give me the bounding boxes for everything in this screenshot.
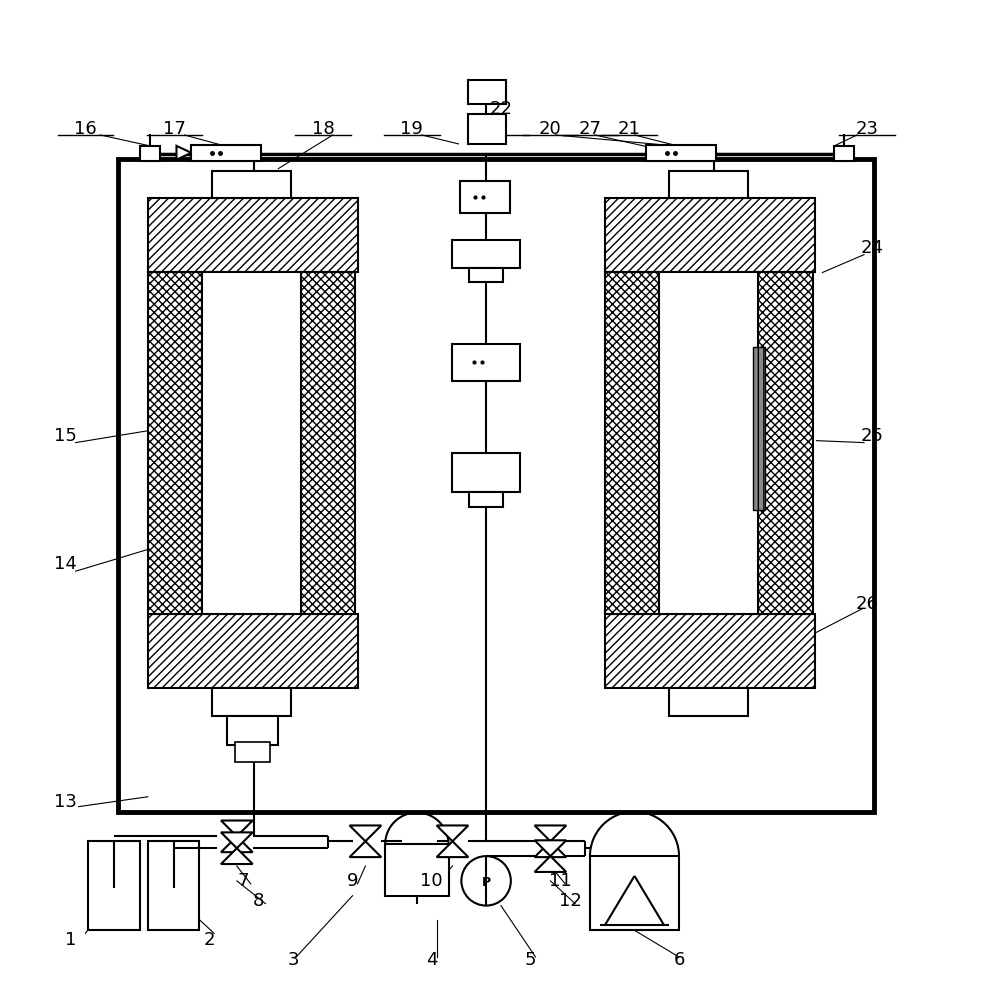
Bar	[670, 688, 748, 716]
Text: 22: 22	[489, 100, 513, 118]
Text: 14: 14	[55, 555, 77, 573]
Bar	[118, 159, 874, 812]
Polygon shape	[436, 825, 468, 841]
Bar	[301, 272, 354, 614]
Text: 6: 6	[674, 951, 684, 969]
Text: 7: 7	[238, 872, 250, 890]
Bar	[202, 272, 302, 614]
Text: 4: 4	[426, 951, 437, 969]
Circle shape	[461, 856, 511, 906]
Bar	[469, 268, 503, 282]
Text: 2: 2	[203, 931, 215, 949]
Bar	[605, 272, 660, 614]
Bar	[590, 856, 679, 930]
Text: 20: 20	[539, 120, 561, 138]
Bar	[468, 114, 506, 144]
Bar	[758, 272, 812, 614]
Polygon shape	[221, 836, 253, 852]
Bar	[148, 614, 357, 688]
Text: 24: 24	[860, 239, 884, 257]
Polygon shape	[221, 848, 253, 864]
Text: 21: 21	[618, 120, 641, 138]
Text: 13: 13	[55, 793, 77, 811]
Text: 27: 27	[578, 120, 601, 138]
Bar	[660, 272, 758, 614]
Bar	[753, 347, 765, 510]
Text: 16: 16	[74, 120, 97, 138]
Bar	[460, 181, 510, 213]
Text: 1: 1	[64, 931, 76, 949]
Bar	[670, 171, 748, 198]
Text: 23: 23	[855, 120, 879, 138]
Polygon shape	[349, 841, 381, 857]
Bar	[452, 453, 520, 492]
Bar	[140, 146, 160, 161]
Bar	[148, 272, 202, 614]
Text: 3: 3	[288, 951, 299, 969]
Bar	[148, 198, 357, 272]
Text: 15: 15	[55, 427, 77, 445]
Polygon shape	[535, 840, 566, 856]
Polygon shape	[535, 856, 566, 872]
Text: 18: 18	[311, 120, 334, 138]
Polygon shape	[535, 841, 566, 857]
Bar	[834, 146, 854, 161]
Text: 8: 8	[253, 892, 264, 910]
Bar	[191, 145, 261, 161]
Text: 10: 10	[421, 872, 443, 890]
Polygon shape	[221, 832, 253, 848]
Bar	[88, 841, 140, 930]
Bar	[452, 240, 520, 268]
Bar	[605, 614, 814, 688]
Bar	[227, 716, 279, 745]
Text: 9: 9	[347, 872, 358, 890]
Bar	[235, 742, 271, 762]
Text: P: P	[481, 876, 491, 889]
Polygon shape	[177, 146, 191, 160]
Bar	[452, 344, 520, 381]
Bar	[468, 80, 506, 104]
Text: 25: 25	[860, 427, 884, 445]
Bar	[212, 688, 292, 716]
Text: 17: 17	[163, 120, 186, 138]
Text: 5: 5	[525, 951, 537, 969]
Bar	[148, 841, 199, 930]
Text: 26: 26	[855, 595, 878, 613]
Text: 12: 12	[558, 892, 581, 910]
Polygon shape	[221, 821, 253, 836]
Polygon shape	[436, 841, 468, 857]
Polygon shape	[535, 825, 566, 841]
Text: 19: 19	[401, 120, 424, 138]
Bar	[647, 145, 715, 161]
Bar	[469, 492, 503, 507]
Bar	[212, 171, 292, 198]
Text: 11: 11	[549, 872, 571, 890]
Bar	[385, 844, 448, 896]
Polygon shape	[349, 825, 381, 841]
Bar	[605, 198, 814, 272]
